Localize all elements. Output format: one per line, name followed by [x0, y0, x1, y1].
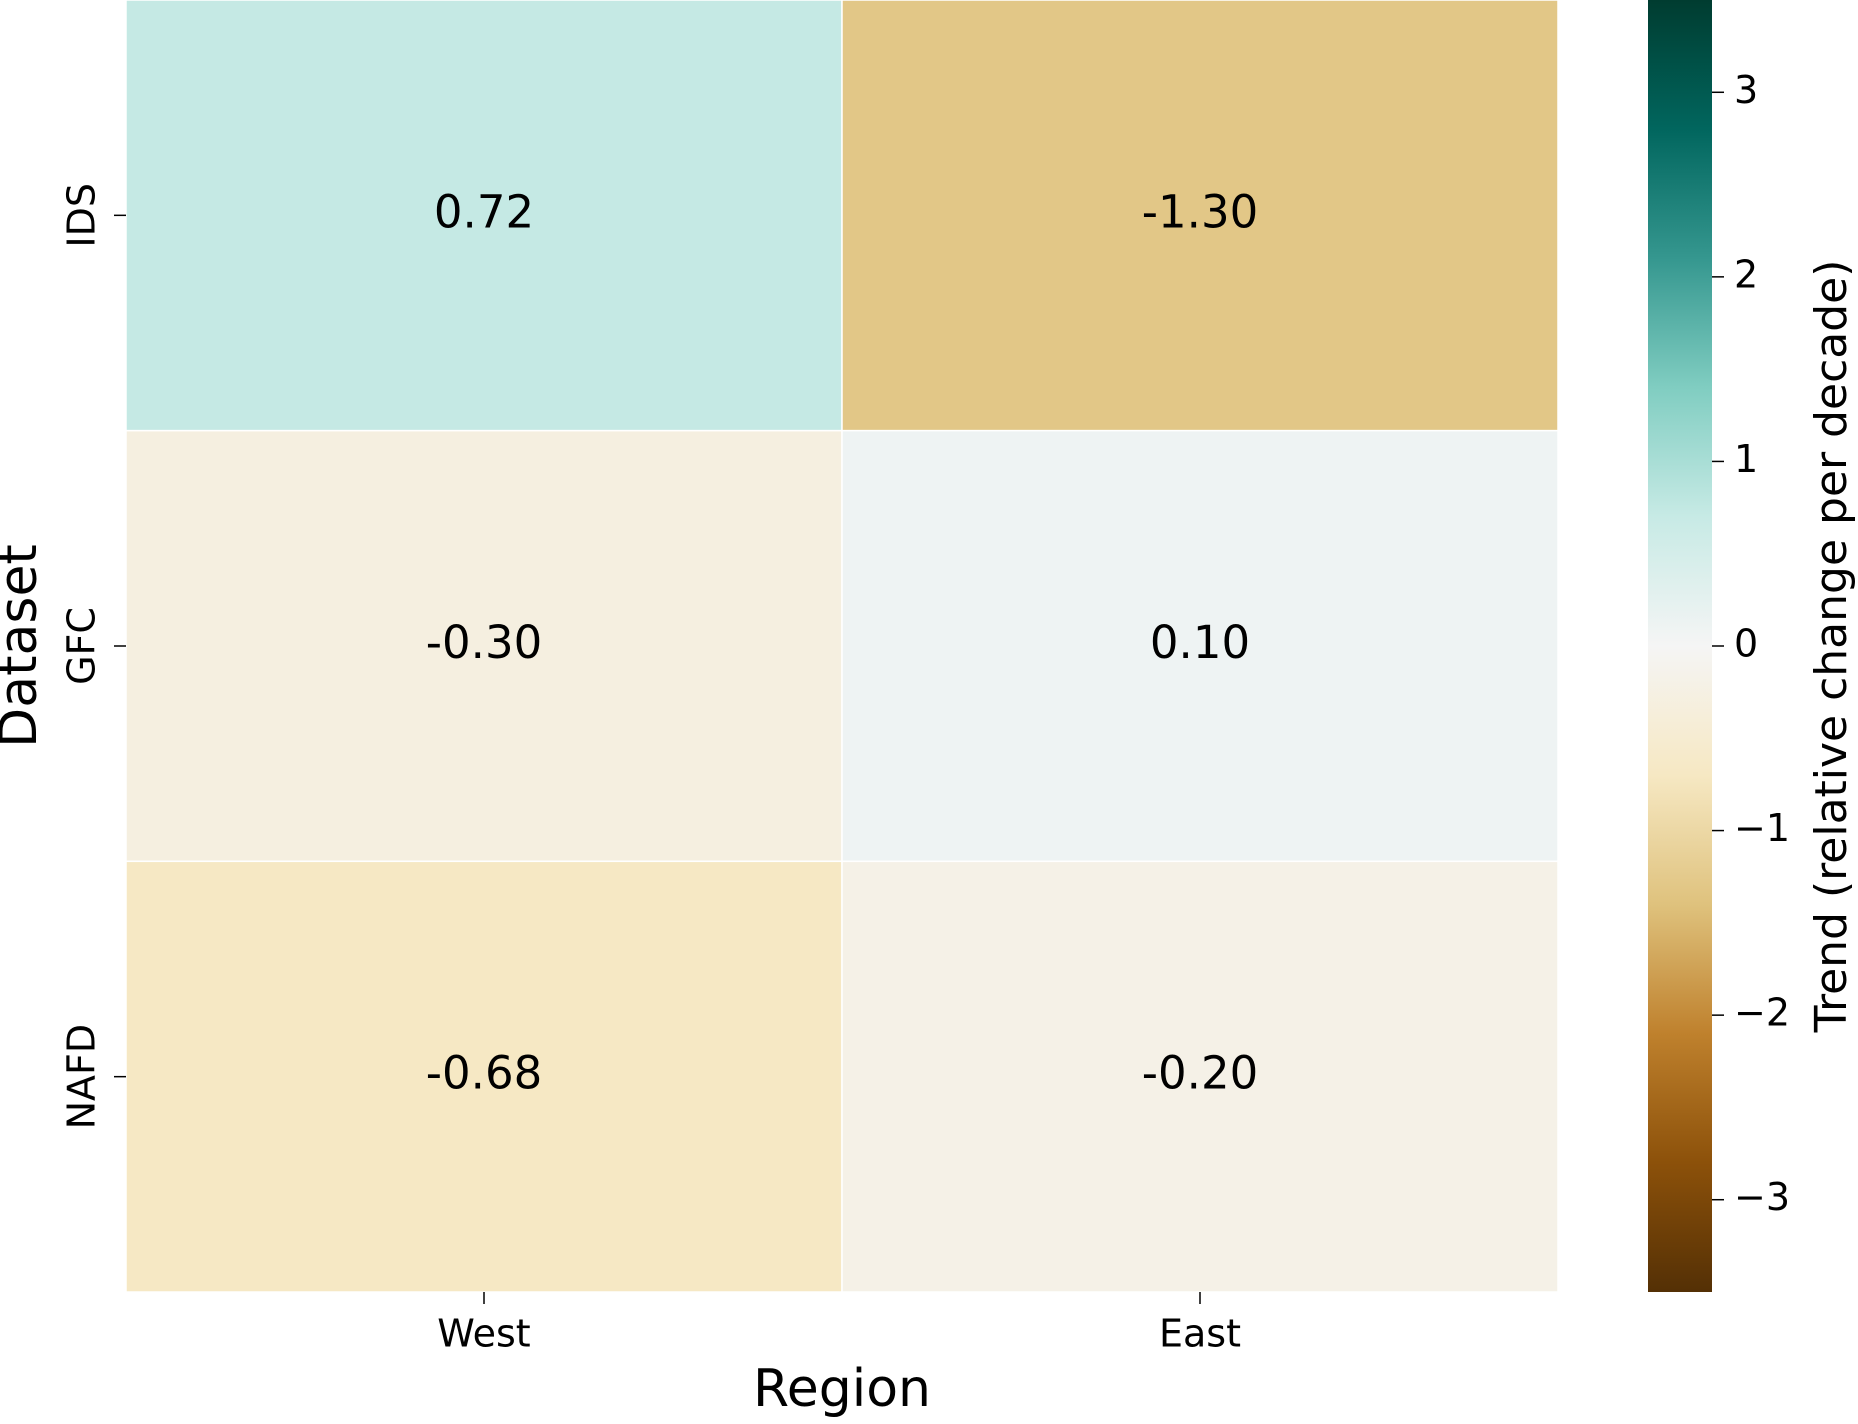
y-tick-label: IDS — [60, 183, 104, 248]
colorbar-tick-label: −2 — [1734, 991, 1790, 1035]
colorbar-label: Trend (relative change per decade) — [1806, 260, 1857, 1034]
cell-label: -0.20 — [1142, 1047, 1258, 1100]
y-tick-label: GFC — [60, 607, 104, 685]
x-tick-label: West — [437, 1312, 530, 1356]
cell-label: -0.68 — [426, 1047, 542, 1100]
colorbar-tick-label: −1 — [1734, 806, 1790, 850]
y-axis-label: Dataset — [0, 544, 49, 748]
colorbar-tick-label: 2 — [1734, 252, 1758, 296]
heatmap-cell — [125, 860, 843, 1293]
heatmap-cell — [841, 860, 1559, 1293]
colorbar-tick-label: 0 — [1734, 622, 1758, 666]
heatmap-cell — [125, 0, 843, 432]
colorbar-tick-label: 1 — [1734, 437, 1758, 481]
cell-label: 0.10 — [1150, 616, 1250, 669]
x-tick-label: East — [1159, 1312, 1241, 1356]
colorbar — [1648, 0, 1712, 1292]
colorbar-tick-label: −3 — [1734, 1175, 1790, 1219]
y-tick-label: NAFD — [60, 1024, 104, 1130]
cell-label: -1.30 — [1142, 185, 1258, 238]
cell-label: 0.72 — [434, 185, 534, 238]
heatmap-cell — [841, 0, 1559, 432]
x-axis-label: Region — [753, 1359, 931, 1419]
heatmap-cell — [841, 429, 1559, 863]
colorbar-tick-label: 3 — [1734, 68, 1758, 112]
cell-label: -0.30 — [426, 616, 542, 669]
